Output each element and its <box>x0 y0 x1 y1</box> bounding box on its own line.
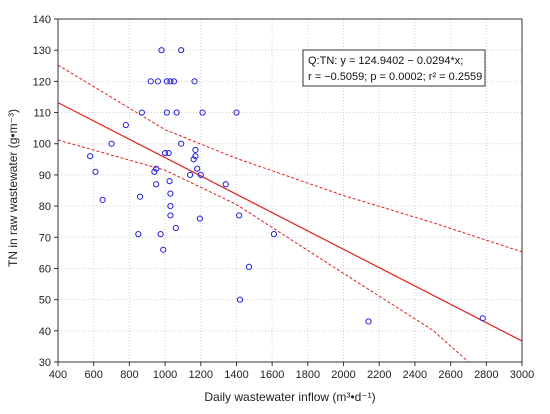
y-tick-label: 30 <box>39 357 51 369</box>
data-point <box>199 109 206 116</box>
x-tick-label: 3000 <box>510 369 534 381</box>
data-point <box>135 231 142 238</box>
y-tick-label: 90 <box>39 170 51 182</box>
data-point <box>365 318 372 325</box>
x-tick-label: 2000 <box>331 369 355 381</box>
y-tick-label: 100 <box>33 139 51 151</box>
data-point <box>167 202 174 210</box>
y-tick-label: 110 <box>33 108 51 120</box>
data-point <box>92 168 99 175</box>
data-point <box>160 246 167 253</box>
data-point <box>165 149 172 157</box>
data-point <box>245 263 253 270</box>
y-tick-label: 130 <box>33 45 51 57</box>
legend-equation: Q:TN: y = 124.9402 − 0.0294*x; <box>308 55 463 67</box>
data-point <box>233 109 240 116</box>
data-point <box>190 156 197 163</box>
y-tick-label: 120 <box>33 76 51 88</box>
data-point <box>108 140 115 147</box>
y-tick-label: 40 <box>39 326 51 338</box>
y-tick-label: 140 <box>33 14 51 26</box>
x-tick-label: 400 <box>49 369 67 381</box>
data-point <box>270 231 278 238</box>
data-point <box>161 149 169 157</box>
x-tick-label: 2800 <box>474 369 498 381</box>
fit-line <box>58 102 522 342</box>
x-tick-label: 2600 <box>438 369 462 381</box>
data-point <box>151 168 158 175</box>
data-points <box>87 47 486 325</box>
data-point <box>192 153 199 160</box>
regression-line <box>58 102 522 342</box>
x-tick-label: 600 <box>85 369 103 381</box>
data-point <box>170 78 178 85</box>
data-point <box>122 121 129 129</box>
data-point <box>157 231 164 238</box>
data-point <box>197 171 204 179</box>
x-tick-label: 1600 <box>260 369 284 381</box>
data-point <box>167 190 174 197</box>
y-tick-label: 80 <box>39 201 51 213</box>
y-tick-label: 70 <box>39 232 51 244</box>
data-point <box>172 224 179 232</box>
data-point <box>194 165 201 172</box>
data-point <box>167 212 174 219</box>
data-point <box>136 193 144 200</box>
data-point <box>153 165 160 172</box>
data-point <box>153 181 160 188</box>
data-point <box>479 315 486 322</box>
x-tick-label: 1400 <box>224 369 248 381</box>
data-point <box>178 47 185 54</box>
data-point <box>163 78 170 85</box>
data-point <box>166 178 173 185</box>
data-point <box>178 140 185 147</box>
data-point <box>87 153 94 160</box>
data-point <box>138 109 145 116</box>
data-point <box>196 215 203 222</box>
x-tick-label: 1800 <box>296 369 320 381</box>
data-point <box>173 109 180 116</box>
data-point <box>147 78 154 85</box>
data-point <box>236 212 243 219</box>
data-point <box>154 78 162 85</box>
data-point <box>99 196 106 203</box>
data-point <box>236 296 244 303</box>
legend-box: Q:TN: y = 124.9402 − 0.0294*x; r = −0.50… <box>302 49 486 87</box>
data-point <box>167 78 174 85</box>
data-point <box>163 109 170 116</box>
x-tick-label: 1000 <box>153 369 177 381</box>
legend-frame <box>302 49 486 87</box>
confidence-band <box>58 64 522 362</box>
x-tick-label: 800 <box>120 369 138 381</box>
x-tick-label: 1200 <box>189 369 213 381</box>
data-point <box>186 171 194 179</box>
tick-labels: 400 600 800 1000 1200 1400 1600 1800 2000 2200 240… <box>33 14 535 381</box>
data-point <box>191 78 198 85</box>
y-axis-label: TN in raw wastewater (g•m⁻³) <box>6 109 20 267</box>
x-tick-label: 2200 <box>367 369 391 381</box>
legend-stats: r = −0.5059; p = 0.0002; r² = 0.2559 <box>308 71 482 83</box>
data-point <box>158 47 165 54</box>
plot-border <box>57 18 523 363</box>
x-tick-label: 2400 <box>403 369 427 381</box>
data-point <box>192 146 199 154</box>
y-tick-label: 60 <box>39 263 51 275</box>
data-point <box>222 181 229 188</box>
y-tick-label: 50 <box>39 295 51 307</box>
x-axis-label: Daily wastewater inflow (m³•d⁻¹) <box>204 390 375 404</box>
confidence-lower <box>58 139 469 362</box>
